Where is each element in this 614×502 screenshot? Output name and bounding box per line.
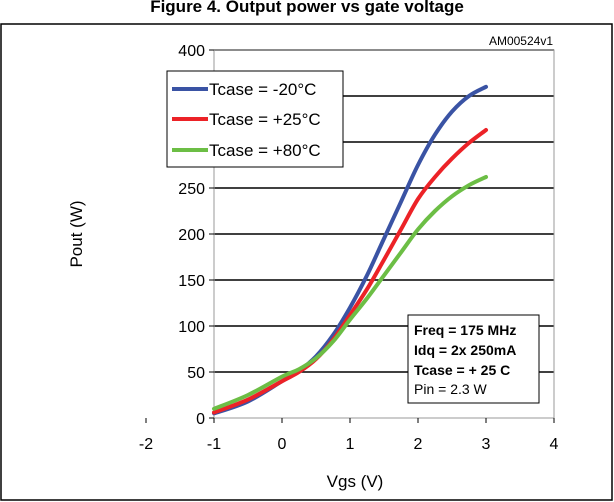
x-tick-label-1: 1 <box>346 436 355 453</box>
y-axis-label: Pout (W) <box>67 200 86 267</box>
x-axis-label: Vgs (V) <box>327 472 384 491</box>
y-tick-label-200: 200 <box>178 227 205 244</box>
condition-pin: Pin = 2.3 W <box>414 381 488 397</box>
series-lines <box>212 84 488 416</box>
legend-label-0: Tcase = -20°C <box>209 80 316 99</box>
legend-label-2: Tcase = +80°C <box>209 141 321 160</box>
reference-code: AM00524v1 <box>489 34 553 48</box>
y-tick-label-250: 250 <box>178 181 205 198</box>
condition-freq: Freq = 175 MHz <box>414 322 516 338</box>
x-tick-label-0: 0 <box>278 436 287 453</box>
legend: Tcase = -20°C Tcase = +25°C Tcase = +80°… <box>166 70 344 168</box>
y-tick-label-400: 400 <box>178 43 205 60</box>
axes <box>145 49 555 423</box>
y-tick-label-100: 100 <box>178 319 205 336</box>
y-tick-label-150: 150 <box>178 273 205 290</box>
x-tick-label--2: -2 <box>139 436 153 453</box>
x-tick-label-2: 2 <box>414 436 423 453</box>
figure-title: Figure 4. Output power vs gate voltage <box>150 0 464 16</box>
legend-label-1: Tcase = +25°C <box>209 110 321 129</box>
series-line-2 <box>212 175 488 411</box>
condition-idq: Idq = 2x 250mA <box>414 342 516 358</box>
conditions-box: Freq = 175 MHz Idq = 2x 250mA Tcase = + … <box>407 314 540 404</box>
x-tick-label-3: 3 <box>482 436 491 453</box>
conditions-frame <box>407 314 540 404</box>
series-line-1 <box>212 128 488 415</box>
x-tick-label-4: 4 <box>550 436 559 453</box>
y-tick-label-50: 50 <box>187 365 205 382</box>
y-tick-label-0: 0 <box>196 411 205 428</box>
x-tick-labels: -2 -1 0 1 2 3 4 <box>139 436 559 453</box>
condition-tcase: Tcase = + 25 C <box>414 362 510 378</box>
x-tick-label--1: -1 <box>207 436 221 453</box>
outer-frame <box>0 23 613 501</box>
